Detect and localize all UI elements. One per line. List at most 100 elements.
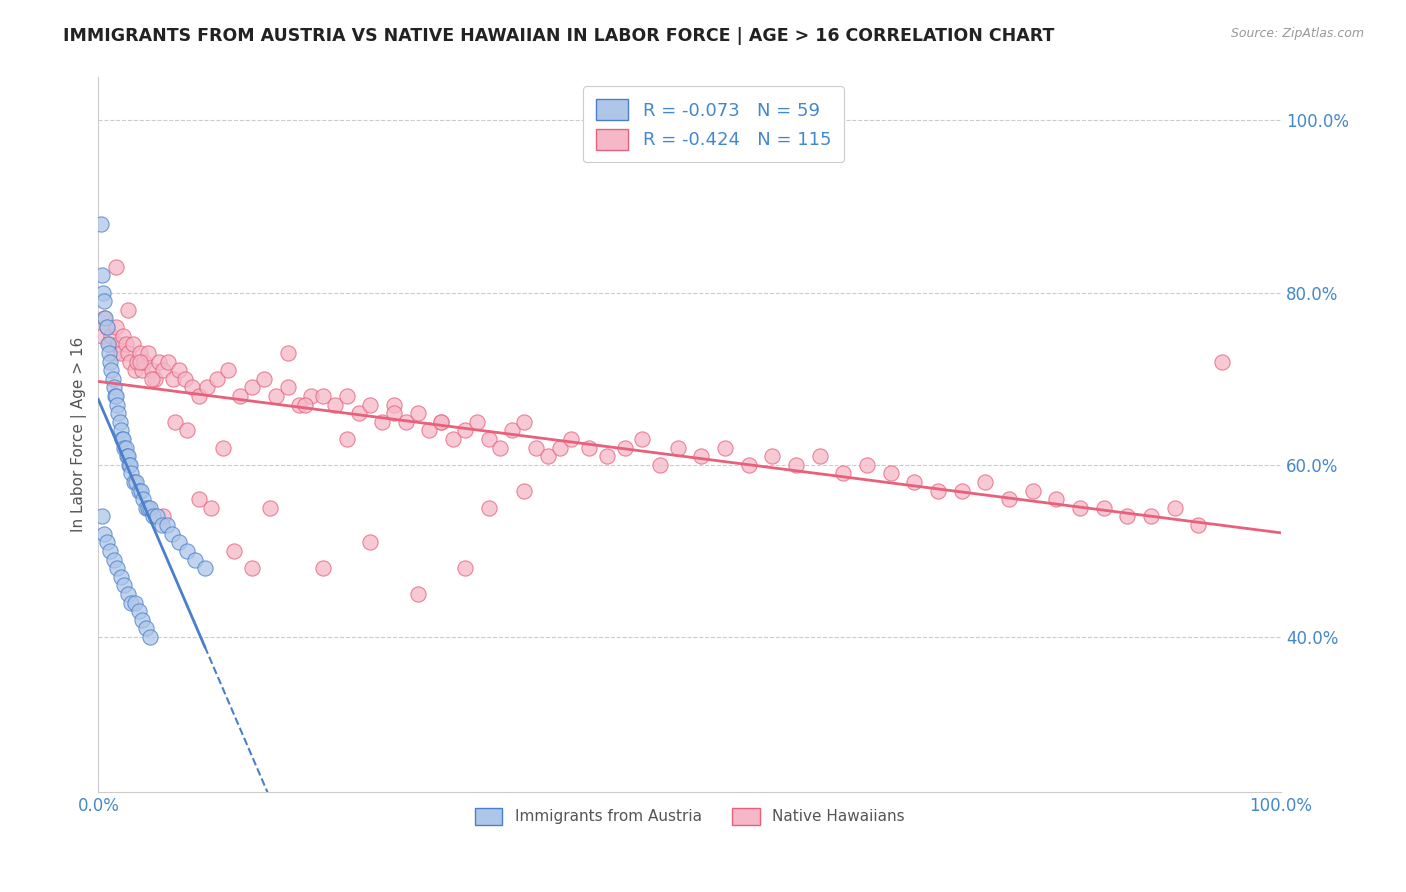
Point bbox=[101, 372, 124, 386]
Point bbox=[121, 467, 143, 481]
Point bbox=[253, 372, 276, 386]
Point bbox=[927, 483, 949, 498]
Point bbox=[143, 372, 166, 386]
Point bbox=[105, 389, 128, 403]
Point bbox=[97, 337, 120, 351]
Point bbox=[90, 328, 112, 343]
Point bbox=[160, 526, 183, 541]
Point bbox=[135, 500, 157, 515]
Point bbox=[156, 518, 179, 533]
Text: IMMIGRANTS FROM AUSTRIA VS NATIVE HAWAIIAN IN LABOR FORCE | AGE > 16 CORRELATION: IMMIGRANTS FROM AUSTRIA VS NATIVE HAWAII… bbox=[63, 27, 1054, 45]
Point bbox=[478, 432, 501, 446]
Point bbox=[139, 500, 162, 515]
Point bbox=[200, 500, 222, 515]
Point bbox=[648, 458, 671, 472]
Point bbox=[441, 432, 464, 446]
Point bbox=[112, 432, 135, 446]
Point bbox=[406, 406, 429, 420]
Point bbox=[105, 260, 128, 274]
Point bbox=[312, 389, 335, 403]
Point bbox=[395, 415, 418, 429]
Point bbox=[121, 596, 143, 610]
Point bbox=[111, 432, 134, 446]
Point bbox=[125, 475, 148, 489]
Point bbox=[537, 449, 560, 463]
Point bbox=[157, 354, 180, 368]
Point bbox=[194, 561, 217, 575]
Point bbox=[489, 441, 512, 455]
Point bbox=[513, 415, 536, 429]
Point bbox=[98, 354, 121, 368]
Point bbox=[90, 268, 112, 283]
Point bbox=[121, 337, 143, 351]
Point bbox=[129, 483, 152, 498]
Point bbox=[98, 544, 121, 558]
Point bbox=[1021, 483, 1043, 498]
Point bbox=[832, 467, 855, 481]
Point bbox=[187, 389, 209, 403]
Point bbox=[184, 552, 207, 566]
Point bbox=[98, 346, 121, 360]
Point bbox=[96, 320, 118, 334]
Point bbox=[167, 363, 190, 377]
Point bbox=[162, 372, 184, 386]
Point bbox=[596, 449, 619, 463]
Point bbox=[808, 449, 831, 463]
Point bbox=[117, 587, 139, 601]
Point bbox=[120, 458, 142, 472]
Point bbox=[323, 398, 346, 412]
Point bbox=[454, 561, 477, 575]
Point bbox=[879, 467, 901, 481]
Point bbox=[139, 630, 162, 644]
Point bbox=[950, 483, 973, 498]
Point bbox=[690, 449, 713, 463]
Point bbox=[135, 621, 157, 635]
Point bbox=[128, 483, 150, 498]
Point bbox=[205, 372, 228, 386]
Point bbox=[152, 363, 174, 377]
Point bbox=[105, 561, 128, 575]
Point bbox=[107, 337, 129, 351]
Point bbox=[96, 320, 118, 334]
Point bbox=[903, 475, 925, 489]
Point bbox=[93, 311, 115, 326]
Point bbox=[150, 518, 173, 533]
Point bbox=[131, 363, 153, 377]
Point bbox=[738, 458, 761, 472]
Point bbox=[96, 535, 118, 549]
Point bbox=[122, 475, 145, 489]
Point bbox=[117, 449, 139, 463]
Point bbox=[103, 552, 125, 566]
Point bbox=[217, 363, 239, 377]
Point bbox=[117, 346, 139, 360]
Point bbox=[1211, 354, 1233, 368]
Point bbox=[785, 458, 807, 472]
Point bbox=[94, 311, 117, 326]
Point bbox=[110, 346, 132, 360]
Point bbox=[128, 604, 150, 618]
Point bbox=[240, 561, 263, 575]
Point bbox=[277, 380, 299, 394]
Point bbox=[118, 458, 141, 472]
Point bbox=[93, 526, 115, 541]
Point bbox=[382, 398, 405, 412]
Point bbox=[371, 415, 394, 429]
Point bbox=[104, 389, 127, 403]
Point bbox=[108, 415, 131, 429]
Point bbox=[187, 492, 209, 507]
Point bbox=[120, 354, 142, 368]
Point bbox=[117, 302, 139, 317]
Point bbox=[136, 500, 159, 515]
Point bbox=[998, 492, 1021, 507]
Point bbox=[114, 441, 136, 455]
Point bbox=[1045, 492, 1067, 507]
Point bbox=[761, 449, 783, 463]
Point bbox=[336, 389, 359, 403]
Point bbox=[1140, 509, 1163, 524]
Point bbox=[430, 415, 453, 429]
Point bbox=[105, 320, 128, 334]
Point bbox=[406, 587, 429, 601]
Point bbox=[98, 337, 121, 351]
Point bbox=[631, 432, 654, 446]
Point bbox=[114, 337, 136, 351]
